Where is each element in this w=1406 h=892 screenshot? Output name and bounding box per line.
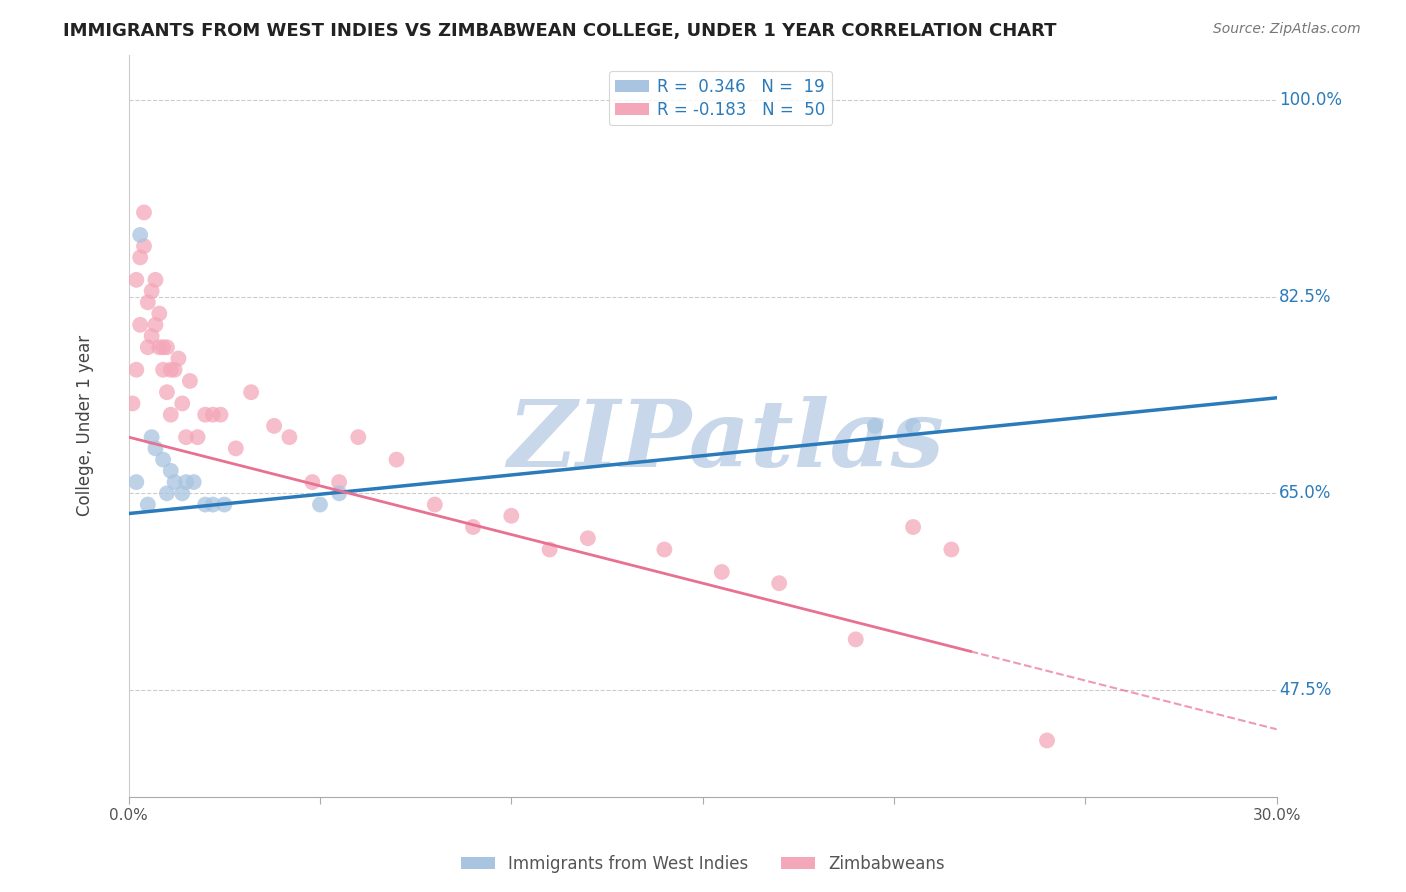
Point [129,251,152,265]
Point [172,486,194,500]
Point [328,486,350,500]
Point [159,464,181,478]
Point [941,542,963,557]
Point [152,340,174,354]
Point [1036,733,1059,747]
Point [132,239,155,253]
Point [121,396,143,410]
Point [301,475,323,489]
Text: IMMIGRANTS FROM WEST INDIES VS ZIMBABWEAN COLLEGE, UNDER 1 YEAR CORRELATION CHAR: IMMIGRANTS FROM WEST INDIES VS ZIMBABWEA… [63,22,1057,40]
Point [576,531,599,545]
Point [538,542,561,557]
Text: 47.5%: 47.5% [1279,681,1331,699]
Point [347,430,370,444]
Point [159,408,181,422]
Point [263,418,285,433]
Point [845,632,868,647]
Text: ZIPatlas: ZIPatlas [508,396,943,486]
Point [156,340,179,354]
Point [194,498,217,512]
Point [278,430,301,444]
Point [159,362,181,376]
Point [309,498,332,512]
Point [125,273,148,287]
Text: 65.0%: 65.0% [1279,484,1331,502]
Text: 100.0%: 100.0% [1279,91,1341,109]
Text: College, Under 1 year: College, Under 1 year [76,335,94,516]
Point [174,430,197,444]
Point [179,374,201,388]
Point [194,408,217,422]
Point [863,418,886,433]
Text: Source: ZipAtlas.com: Source: ZipAtlas.com [1213,22,1361,37]
Point [141,430,163,444]
Point [710,565,733,579]
Point [132,205,155,219]
Point [152,362,174,376]
Point [156,486,179,500]
Point [156,385,179,400]
Point [240,385,263,400]
Point [129,318,152,332]
Point [209,408,232,422]
Point [225,442,247,456]
Point [201,498,224,512]
Point [201,408,224,422]
Legend: Immigrants from West Indies, Zimbabweans: Immigrants from West Indies, Zimbabweans [454,848,952,880]
Point [148,340,170,354]
Point [901,520,924,534]
Point [136,340,159,354]
Point [423,498,446,512]
Point [901,418,924,433]
Point [183,475,205,489]
Legend: R =  0.346   N =  19, R = -0.183   N =  50: R = 0.346 N = 19, R = -0.183 N = 50 [609,70,832,125]
Point [187,430,209,444]
Point [768,576,790,591]
Point [145,442,167,456]
Point [129,227,152,242]
Text: 82.5%: 82.5% [1279,288,1331,306]
Point [385,452,408,467]
Point [654,542,676,557]
Point [141,284,163,298]
Point [136,498,159,512]
Point [125,362,148,376]
Point [152,452,174,467]
Point [501,508,523,523]
Point [136,295,159,310]
Point [141,329,163,343]
Point [174,475,197,489]
Point [163,475,186,489]
Point [172,396,194,410]
Point [214,498,236,512]
Point [125,475,148,489]
Point [145,318,167,332]
Point [328,475,350,489]
Point [461,520,484,534]
Point [167,351,190,366]
Point [145,273,167,287]
Point [163,362,186,376]
Point [148,307,170,321]
